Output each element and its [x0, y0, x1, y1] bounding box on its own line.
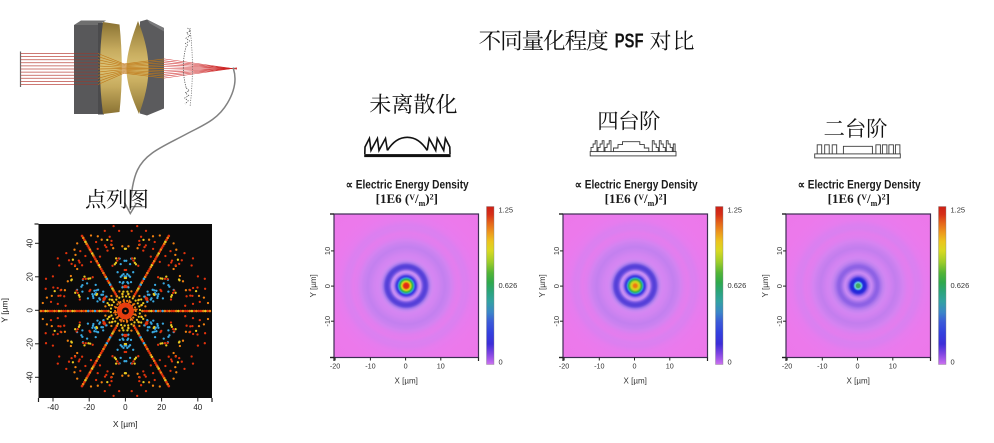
svg-text:-20: -20: [83, 403, 95, 412]
svg-text:-10: -10: [594, 362, 604, 371]
svg-text:-10: -10: [552, 316, 561, 327]
svg-text:X [µm]: X [µm]: [624, 377, 647, 386]
svg-text:[1E6 (V/m)2]: [1E6 (V/m)2]: [376, 191, 438, 208]
svg-text:-20: -20: [782, 362, 792, 371]
svg-text:-10: -10: [817, 362, 827, 371]
svg-text:0.626: 0.626: [728, 281, 747, 290]
svg-text:10: 10: [437, 362, 445, 371]
svg-text:[1E6 (V/m)2]: [1E6 (V/m)2]: [828, 191, 890, 208]
svg-text:0: 0: [633, 362, 637, 371]
svg-text:0: 0: [951, 358, 955, 367]
svg-text:-20: -20: [330, 362, 340, 371]
svg-text:-10: -10: [775, 316, 784, 327]
svg-text:∝ Electric Energy Density: ∝ Electric Energy Density: [575, 179, 699, 191]
svg-text:0: 0: [26, 308, 35, 313]
svg-text:-20: -20: [26, 337, 35, 349]
svg-text:40: 40: [193, 403, 202, 412]
svg-text:X [µm]: X [µm]: [113, 419, 138, 429]
svg-text:0: 0: [123, 403, 128, 412]
svg-text:10: 10: [323, 247, 332, 255]
svg-text:1.25: 1.25: [728, 206, 743, 215]
svg-text:0.626: 0.626: [951, 281, 970, 290]
svg-text:10: 10: [775, 247, 784, 255]
svg-text:X [µm]: X [µm]: [847, 377, 870, 386]
svg-text:Y [µm]: Y [µm]: [538, 274, 547, 297]
svg-text:1.25: 1.25: [951, 206, 966, 215]
svg-text:PSF: PSF: [615, 30, 644, 53]
svg-text:10: 10: [889, 362, 897, 371]
svg-text:-10: -10: [365, 362, 375, 371]
svg-text:∝ Electric Energy Density: ∝ Electric Energy Density: [798, 179, 922, 191]
svg-text:0: 0: [499, 358, 503, 367]
svg-text:0: 0: [404, 362, 408, 371]
svg-text:1.25: 1.25: [499, 206, 514, 215]
svg-text:-20: -20: [559, 362, 569, 371]
svg-text:-10: -10: [323, 316, 332, 327]
svg-text:Y [µm]: Y [µm]: [0, 298, 10, 323]
svg-text:Y [µm]: Y [µm]: [309, 274, 318, 297]
svg-text:10: 10: [552, 247, 561, 255]
svg-text:∝ Electric Energy Density: ∝ Electric Energy Density: [346, 179, 470, 191]
svg-text:X [µm]: X [µm]: [395, 377, 418, 386]
svg-text:-40: -40: [26, 371, 35, 383]
svg-text:0: 0: [856, 362, 860, 371]
svg-text:[1E6 (V/m)2]: [1E6 (V/m)2]: [605, 191, 667, 208]
svg-text:0: 0: [775, 284, 784, 288]
svg-text:0: 0: [728, 358, 732, 367]
svg-text:0: 0: [552, 284, 561, 288]
svg-text:Y [µm]: Y [µm]: [761, 274, 770, 297]
svg-text:20: 20: [26, 272, 35, 281]
svg-text:10: 10: [666, 362, 674, 371]
svg-text:20: 20: [157, 403, 166, 412]
svg-text:0: 0: [323, 284, 332, 288]
svg-text:0.626: 0.626: [499, 281, 518, 290]
svg-text:-40: -40: [47, 403, 59, 412]
svg-text:40: 40: [26, 238, 35, 247]
